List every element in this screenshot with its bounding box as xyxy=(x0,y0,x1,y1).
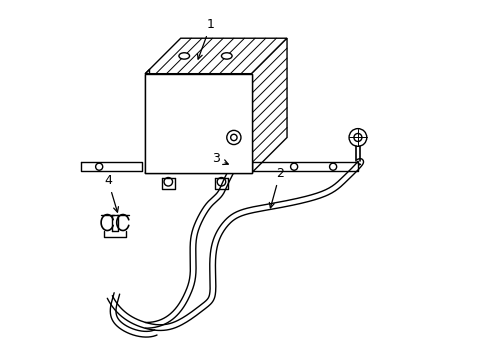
Polygon shape xyxy=(145,38,286,74)
Ellipse shape xyxy=(221,53,232,59)
Text: 3: 3 xyxy=(211,152,228,165)
Polygon shape xyxy=(251,38,286,173)
Text: 1: 1 xyxy=(197,18,214,59)
Polygon shape xyxy=(145,74,251,173)
Ellipse shape xyxy=(179,53,189,59)
Text: 2: 2 xyxy=(269,167,284,208)
Text: 4: 4 xyxy=(104,174,118,212)
